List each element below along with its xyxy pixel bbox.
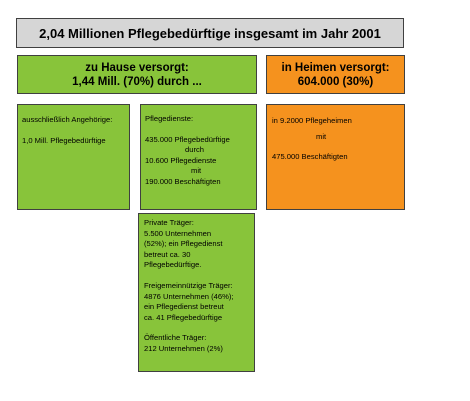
homes-count: in 9.2000 Pflegeheimen <box>272 116 352 125</box>
care-services-box: Pflegedienste: 435.000 Pflegebedürftige … <box>140 104 257 210</box>
home-care-count: 1,44 Mill. (70%) durch ... <box>72 76 202 88</box>
care-services-patients: 435.000 Pflegebedürftige <box>145 134 230 144</box>
relatives-heading: ausschließlich Angehörige: <box>22 115 113 124</box>
providers-box: Private Träger: 5.500 Unternehmen (52%);… <box>138 213 255 372</box>
care-services-durch: durch <box>185 145 204 155</box>
care-services-heading: Pflegedienste: <box>145 114 194 123</box>
public-line-1: 212 Unternehmen (2%) <box>144 343 223 353</box>
diagram-title: 2,04 Millionen Pflegebedürftige insgesam… <box>39 25 381 41</box>
nursing-home-heading: in Heimen versorgt: <box>281 62 390 74</box>
homes-staff: 475.000 Beschäftigten <box>272 152 348 162</box>
private-line-1: 5.500 Unternehmen <box>144 228 212 238</box>
private-line-4: Pflegebedürftige. <box>144 260 202 270</box>
nursing-home-box: in Heimen versorgt: 604.000 (30%) <box>266 55 405 94</box>
nonprofit-line-3: ca. 41 Pflegebedürftige <box>144 312 223 322</box>
care-services-mit: mit <box>191 166 202 176</box>
private-line-3: betreut ca. 30 <box>144 249 191 259</box>
relatives-box: ausschließlich Angehörige: 1,0 Mill. Pfl… <box>17 104 130 210</box>
care-services-staff: 190.000 Beschäftigten <box>145 176 221 186</box>
title-box: 2,04 Millionen Pflegebedürftige insgesam… <box>16 18 404 48</box>
nonprofit-line-1: 4876 Unternehmen (46%); <box>144 291 234 301</box>
nursing-home-count: 604.000 (30%) <box>297 76 374 88</box>
nonprofit-heading: Freigemeinnützige Träger: <box>144 280 233 290</box>
home-care-heading: zu Hause versorgt: <box>85 62 189 74</box>
private-line-2: (52%); ein Pflegedienst <box>144 239 223 249</box>
nursing-homes-detail-box: in 9.2000 Pflegeheimen mit 475.000 Besch… <box>266 104 405 210</box>
care-services-count: 10.600 Pflegedienste <box>145 155 217 165</box>
homes-mit: mit <box>316 131 327 141</box>
private-heading: Private Träger: <box>144 218 194 227</box>
home-care-box: zu Hause versorgt: 1,44 Mill. (70%) durc… <box>17 55 257 94</box>
nonprofit-line-2: ein Pflegedienst betreut <box>144 302 224 312</box>
public-heading: Öffentliche Träger: <box>144 333 207 343</box>
relatives-count: 1,0 Mill. Pflegebedürftige <box>22 135 106 145</box>
